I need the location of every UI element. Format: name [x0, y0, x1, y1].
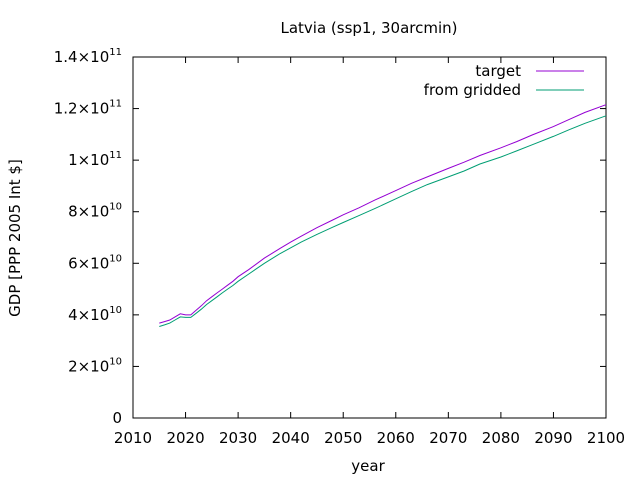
- x-tick-label: 2100: [587, 429, 625, 447]
- y-axis-title: GDP [PPP 2005 Int $]: [6, 159, 24, 317]
- plot-border: [132, 56, 607, 419]
- y-tick-label: 2×1010: [68, 356, 122, 375]
- chart-title: Latvia (ssp1, 30arcmin): [280, 19, 457, 37]
- y-tick-label: 8×1010: [68, 202, 122, 221]
- y-tick-label: 4×1010: [68, 305, 122, 324]
- x-tick-label: 2090: [534, 429, 572, 447]
- x-axis-title: year: [351, 457, 385, 475]
- x-tick-label: 2050: [324, 429, 362, 447]
- y-tick-label: 1×1011: [68, 150, 122, 169]
- x-tick-label: 2080: [482, 429, 520, 447]
- legend-label-2: from gridded: [424, 81, 521, 99]
- x-tick-label: 2020: [166, 429, 204, 447]
- x-tick-label: 2040: [272, 429, 310, 447]
- series-line-2: [159, 115, 607, 327]
- y-tick-label: 6×1010: [68, 253, 122, 272]
- y-tick-label: 0: [112, 409, 122, 427]
- series-layer: [159, 104, 607, 327]
- x-tick-label: 2010: [114, 429, 152, 447]
- y-axis: 0 2×1010 4×1010 6×1010 8×1010 1×1011 1.2×1011 1…: [54, 47, 606, 427]
- y-tick-label: 1.2×1011: [54, 99, 122, 118]
- series-line-1: [159, 104, 607, 324]
- x-tick-label: 2030: [219, 429, 257, 447]
- y-tick-label: 1.4×1011: [54, 47, 122, 66]
- x-axis: 2010 2020 2030 2040 2050 2060 2070 2080 2090 2100: [114, 57, 625, 447]
- x-tick-label: 2060: [377, 429, 415, 447]
- x-tick-label: 2070: [429, 429, 467, 447]
- legend-label-1: target: [475, 62, 521, 80]
